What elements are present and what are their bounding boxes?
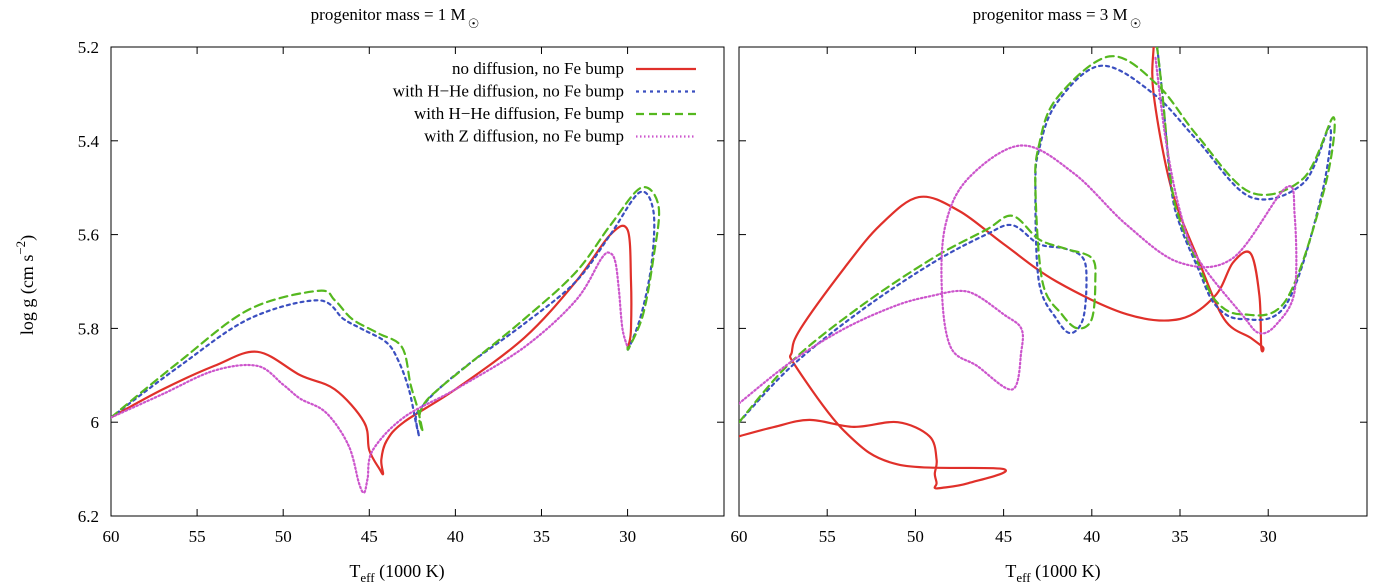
panel-title: progenitor mass = 3 M ☉ xyxy=(973,5,1142,31)
x-tick-label: 50 xyxy=(275,527,292,546)
legend-label: with Z diffusion, no Fe bump xyxy=(424,127,624,146)
series-line xyxy=(739,55,1298,405)
y-tick-label: 5.8 xyxy=(78,319,99,338)
series-line xyxy=(739,47,1332,424)
series-line xyxy=(739,47,1265,490)
x-tick-label: 30 xyxy=(619,527,636,546)
legend-label: with H−He diffusion, Fe bump xyxy=(414,104,624,123)
legend: no diffusion, no Fe bump with H−He diffus… xyxy=(393,59,696,146)
x-tick-label: 55 xyxy=(189,527,206,546)
y-tick-label: 5.2 xyxy=(78,38,99,57)
x-axis-title: Teff (1000 K) xyxy=(349,561,444,585)
plot-area: 60 55 50 45 40 35 30 xyxy=(731,46,1368,546)
panel-title: progenitor mass = 1 M ☉ xyxy=(311,5,480,31)
x-tick-label: 40 xyxy=(447,527,464,546)
series-line xyxy=(111,186,661,433)
y-axis-title: log g (cm s−2) xyxy=(13,235,38,335)
panel-3-msun: progenitor mass = 3 M ☉ 60 55 50 45 40 35 30 Te… xyxy=(731,5,1368,585)
legend-label: no diffusion, no Fe bump xyxy=(452,59,624,78)
x-tick-label: 50 xyxy=(907,527,924,546)
x-tick-label: 35 xyxy=(1172,527,1189,546)
panel-1-msun: progenitor mass = 1 M ☉ 60 55 50 45 40 35 30 5.2… xyxy=(78,5,725,585)
series-line xyxy=(739,47,1336,424)
x-tick-label: 55 xyxy=(819,527,836,546)
x-tick-label: 35 xyxy=(533,527,550,546)
x-tick-label: 45 xyxy=(361,527,378,546)
series-line xyxy=(111,190,656,438)
plot-frame xyxy=(738,46,1368,517)
x-tick-label: 60 xyxy=(731,527,748,546)
series-line xyxy=(111,224,633,476)
x-tick-label: 45 xyxy=(995,527,1012,546)
x-tick-label: 30 xyxy=(1260,527,1277,546)
plot-area: 60 55 50 45 40 35 30 5.2 5.4 5.6 5.8 6 6.2 xyxy=(78,38,725,546)
y-tick-label: 6.2 xyxy=(78,507,99,526)
legend-label: with H−He diffusion, no Fe bump xyxy=(393,82,624,101)
y-tick-label: 5.4 xyxy=(78,132,100,151)
x-axis-title: Teff (1000 K) xyxy=(1005,561,1100,585)
plot-frame xyxy=(110,46,725,517)
y-tick-label: 6 xyxy=(91,413,100,432)
x-tick-label: 40 xyxy=(1083,527,1100,546)
y-tick-label: 5.6 xyxy=(78,226,99,245)
x-tick-label: 60 xyxy=(103,527,120,546)
series-line xyxy=(111,251,629,494)
